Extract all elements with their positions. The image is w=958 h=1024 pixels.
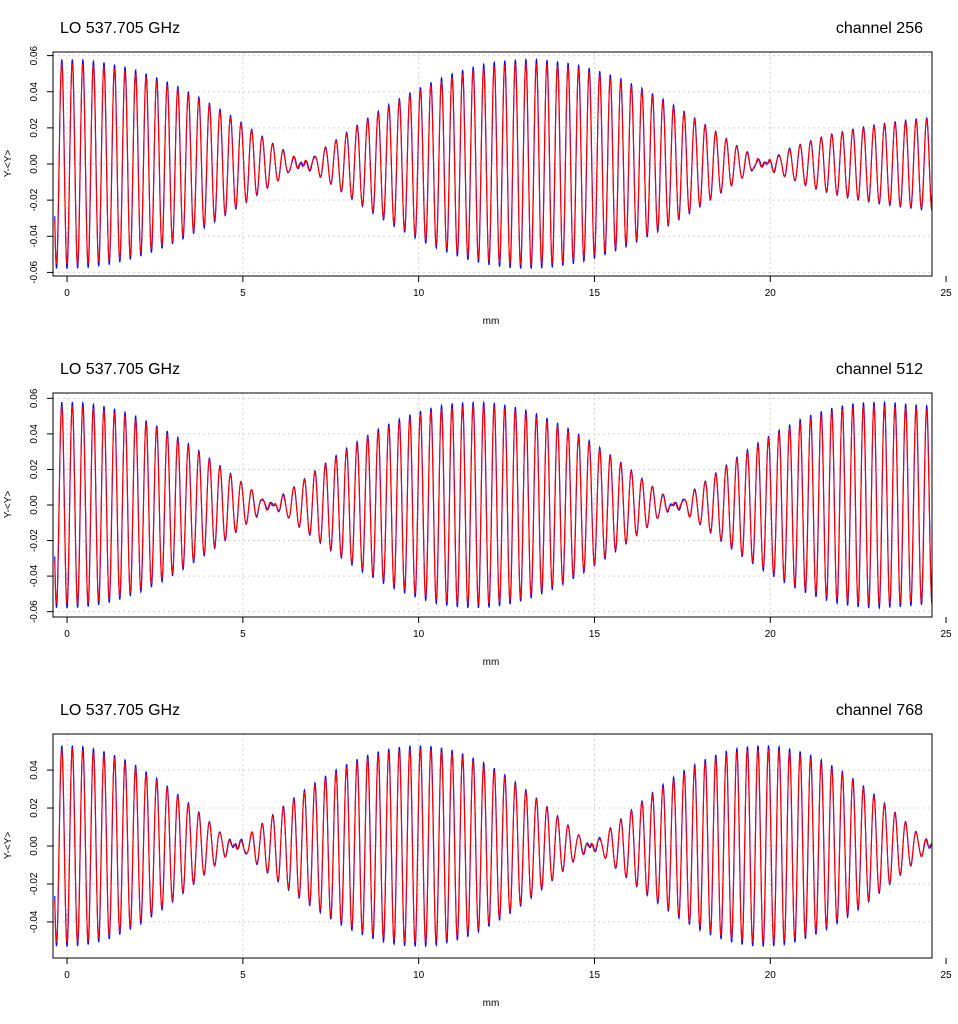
x-tick-label: 20	[765, 970, 777, 981]
x-axis-label: mm	[482, 998, 500, 1009]
x-tick-label: 5	[240, 288, 246, 299]
chart-panel-channel-768: LO 537.705 GHz channel 768 0 5 10 15 20 25 -0.…	[0, 682, 958, 1023]
chart-title-right: channel 256	[835, 20, 923, 37]
y-tick-label: -0.06	[29, 261, 40, 284]
y-tick-label: -0.02	[29, 872, 40, 895]
x-tick-label: 10	[413, 970, 425, 981]
plot-area: 0 5 10 15 20 25 -0.04 -0.02 0.00 0.02 0.04	[29, 733, 953, 981]
y-tick-label: 0.02	[29, 118, 40, 138]
series-line-red	[54, 62, 933, 267]
chart-title-left: LO 537.705 GHz	[60, 361, 181, 378]
y-axis-label: Y-<Y>	[3, 831, 15, 860]
y-tick-label: -0.04	[29, 564, 40, 587]
x-tick-label: 25	[941, 629, 953, 640]
series-line-red	[54, 747, 933, 944]
chart-panel-channel-256: LO 537.705 GHz channel 256 0 5 10 15 20 25 -0.…	[0, 0, 958, 341]
x-axis-label: mm	[482, 657, 500, 668]
y-axis-label: Y-<Y>	[3, 490, 15, 519]
y-tick-label: 0.02	[29, 459, 40, 479]
x-axis-label: mm	[482, 316, 500, 327]
y-tick-label: 0.02	[29, 798, 40, 818]
chart-title-left: LO 537.705 GHz	[60, 20, 181, 37]
y-tick-label: 0.00	[29, 836, 40, 856]
plot-area: 0 5 10 15 20 25 -0.06 -0.04 -0.02 0.00 0.02 0.04 0.0…	[29, 45, 953, 299]
y-tick-label: -0.02	[29, 529, 40, 552]
x-tick-label: 0	[64, 970, 70, 981]
y-tick-label: 0.04	[29, 760, 40, 780]
x-tick-label: 0	[64, 288, 70, 299]
plot-area: 0 5 10 15 20 25 -0.06 -0.04 -0.02 0.00 0.02 0.04 0.0…	[29, 388, 953, 640]
y-tick-label: 0.06	[29, 45, 40, 65]
y-tick-label: -0.06	[29, 600, 40, 623]
x-tick-label: 15	[589, 288, 601, 299]
x-tick-label: 20	[765, 629, 777, 640]
chart-title-right: channel 768	[835, 702, 923, 719]
y-tick-label: 0.06	[29, 388, 40, 408]
y-tick-label: 0.04	[29, 82, 40, 102]
chart-title-right: channel 512	[835, 361, 923, 378]
x-tick-label: 25	[941, 288, 953, 299]
x-tick-label: 10	[413, 629, 425, 640]
chart-title-left: LO 537.705 GHz	[60, 702, 181, 719]
y-tick-label: 0.04	[29, 424, 40, 444]
x-tick-label: 5	[240, 629, 246, 640]
y-tick-label: 0.00	[29, 154, 40, 174]
x-tick-label: 0	[64, 629, 70, 640]
y-tick-label: -0.02	[29, 188, 40, 211]
x-tick-label: 25	[941, 970, 953, 981]
x-tick-label: 15	[589, 970, 601, 981]
chart-panel-channel-512: LO 537.705 GHz channel 512 0 5 10 15 20 25 -0.…	[0, 341, 958, 682]
y-axis-label: Y-<Y>	[3, 149, 15, 178]
y-tick-label: -0.04	[29, 224, 40, 247]
x-tick-label: 20	[765, 288, 777, 299]
x-tick-label: 15	[589, 629, 601, 640]
series-line-red	[54, 404, 933, 606]
y-tick-label: 0.00	[29, 495, 40, 515]
x-tick-label: 5	[240, 970, 246, 981]
y-tick-label: -0.04	[29, 910, 40, 933]
x-tick-label: 10	[413, 288, 425, 299]
